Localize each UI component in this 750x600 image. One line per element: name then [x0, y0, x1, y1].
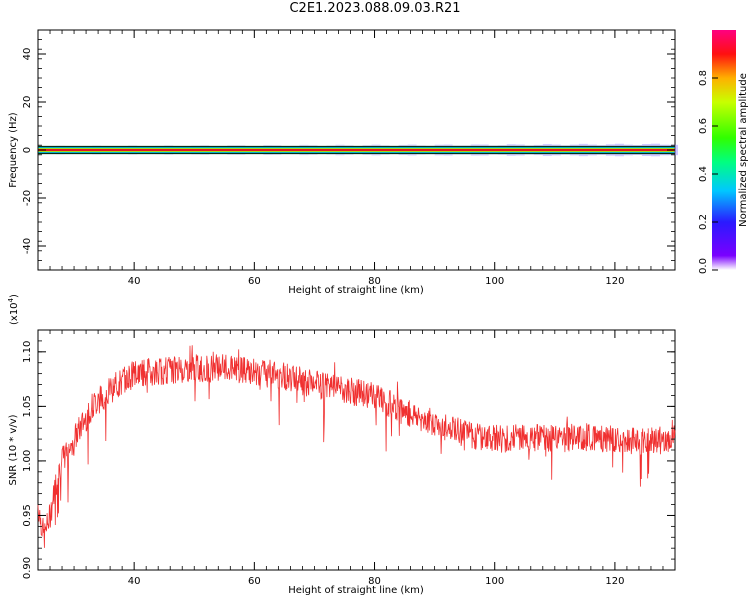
snr-y-tick-label-3: 1.05	[22, 395, 33, 417]
spec-y-tick-label-0: -40	[22, 238, 33, 254]
spectrogram-panel: 40 60 80 100 120 -40 -20 0 20 40 Height of straig…	[8, 29, 679, 296]
snr-y-tick-label-4: 1.10	[22, 341, 33, 363]
spec-x-tick-label-0: 40	[128, 276, 141, 287]
spectrogram-x-axis-label: Height of straight line (km)	[288, 285, 424, 296]
colorbar-label: Normalized spectral amplitude	[738, 73, 749, 227]
spec-y-tick-label-3: 20	[22, 96, 33, 109]
colorbar-tick-label-3: 0.6	[698, 118, 709, 134]
spectral-band-layer-5	[38, 149, 675, 151]
snr-x-tick-label-0: 40	[128, 576, 141, 587]
snr-panel: 40 60 80 100 120 0.90 0.95 1.00 1.05 1.10 Height …	[7, 294, 676, 596]
colorbar-tick-label-1: 0.2	[698, 214, 709, 230]
spec-x-tick-label-3: 100	[485, 276, 504, 287]
colorbar-ticks: 0.0 0.2 0.4 0.6 0.8	[698, 70, 718, 274]
snr-x-tick-label-2: 80	[368, 576, 381, 587]
spec-x-tick-label-4: 120	[605, 276, 624, 287]
colorbar-tick-label-4: 0.8	[698, 70, 709, 86]
snr-y-tick-label-2: 1.00	[22, 450, 33, 472]
chart-title: C2E1.2023.088.09.03.R21	[289, 1, 461, 16]
colorbar: 0.0 0.2 0.4 0.6 0.8 Normalized spectral ampl…	[698, 30, 749, 274]
snr-y-axis-label: SNR (10 * v/v)	[8, 414, 19, 485]
spec-y-tick-label-1: -20	[22, 190, 33, 206]
snr-x-tick-label-4: 120	[605, 576, 624, 587]
snr-x-tick-label-1: 60	[248, 576, 261, 587]
spectrogram-y-axis-label: Frequency (Hz)	[8, 112, 19, 188]
snr-y-tick-label-0: 0.90	[22, 557, 33, 579]
snr-ticks: 40 60 80 100 120 0.90 0.95 1.00 1.05 1.10	[22, 329, 676, 587]
spec-y-tick-label-4: 40	[22, 48, 33, 61]
snr-x-axis-label: Height of straight line (km)	[288, 585, 424, 596]
snr-series-line	[37, 345, 676, 548]
spec-x-tick-label-1: 60	[248, 276, 261, 287]
colorbar-tick-label-0: 0.0	[698, 258, 709, 274]
spec-y-tick-label-2: 0	[22, 147, 33, 153]
snr-y-tick-label-1: 0.95	[22, 504, 33, 526]
snr-x-tick-label-3: 100	[485, 576, 504, 587]
colorbar-gradient	[712, 30, 736, 270]
colorbar-tick-label-2: 0.4	[698, 166, 709, 182]
snr-y-scale-factor: (x104)	[7, 294, 20, 325]
spec-x-tick-label-2: 80	[368, 276, 381, 287]
spectral-band	[38, 143, 679, 157]
spectrogram-ticks: 40 60 80 100 120 -40 -20 0 20 40	[22, 29, 676, 287]
